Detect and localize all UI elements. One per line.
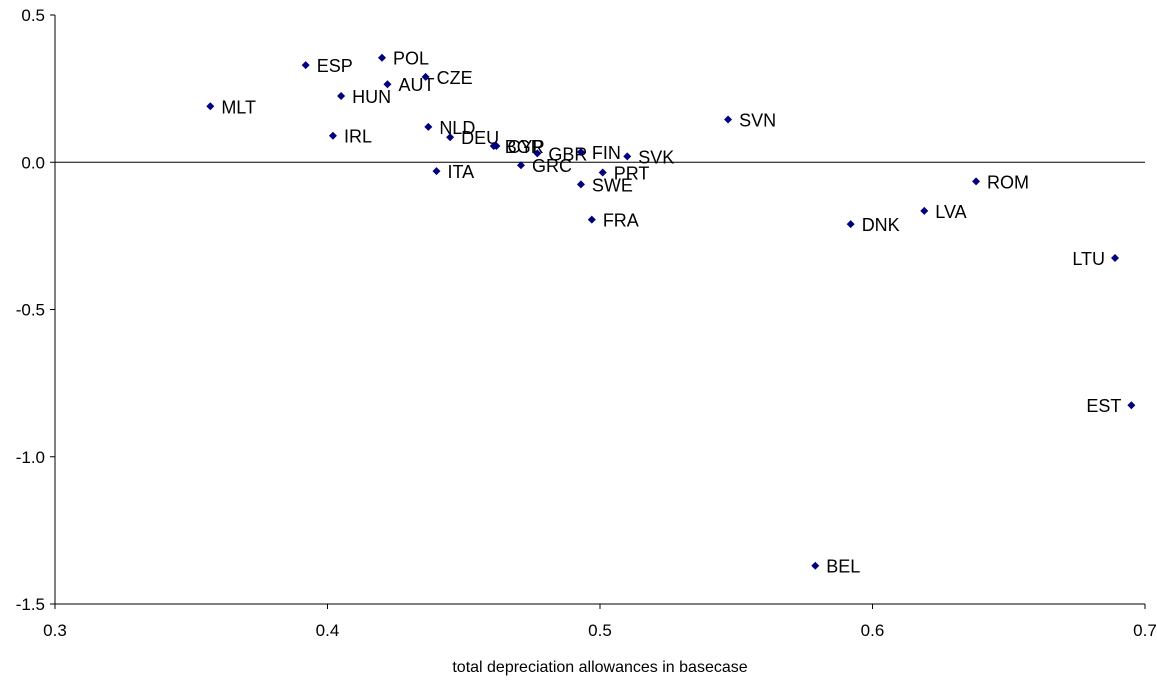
data-point-aut xyxy=(383,80,392,89)
point-label-esp: ESP xyxy=(317,56,353,76)
x-tick-label: 0.7 xyxy=(1133,621,1157,640)
point-label-bel: BEL xyxy=(826,557,860,577)
data-point-gbr xyxy=(533,149,542,158)
point-label-hun: HUN xyxy=(352,87,391,107)
data-point-mlt xyxy=(206,102,215,111)
point-label-gbr: GBR xyxy=(548,144,587,164)
point-label-bgr: BGR xyxy=(505,137,544,157)
point-label-rom: ROM xyxy=(987,172,1029,192)
y-tick-label: 0.5 xyxy=(21,6,45,25)
point-label-fin: FIN xyxy=(592,143,621,163)
point-label-swe: SWE xyxy=(592,175,633,195)
data-point-esp xyxy=(301,61,310,70)
plot-area xyxy=(54,15,1145,605)
data-point-dnk xyxy=(846,220,855,229)
data-point-pol xyxy=(378,53,386,62)
y-tick-label: 0.0 xyxy=(21,153,45,172)
point-label-lva: LVA xyxy=(935,202,966,222)
data-point-fin xyxy=(576,147,585,156)
data-point-hun xyxy=(337,91,346,100)
point-label-svk: SVK xyxy=(638,147,674,167)
point-label-nld: NLD xyxy=(439,118,475,138)
point-label-cze: CZE xyxy=(437,68,473,88)
x-tick-label: 0.5 xyxy=(588,621,612,640)
point-label-grc: GRC xyxy=(532,156,572,176)
data-point-irl xyxy=(328,131,337,140)
point-label-aut: AUT xyxy=(398,75,434,95)
data-point-cze xyxy=(421,72,430,81)
data-point-grc xyxy=(516,161,525,170)
point-label-mlt: MLT xyxy=(221,97,256,117)
y-tick-label: -1.0 xyxy=(16,448,45,467)
data-point-est xyxy=(1127,401,1136,410)
point-label-dnk: DNK xyxy=(862,215,900,235)
data-point-deu xyxy=(446,133,455,142)
data-point-nld xyxy=(424,122,433,131)
point-label-prt: PRT xyxy=(614,164,650,184)
data-point-bel xyxy=(811,561,820,570)
data-point-svk xyxy=(623,152,632,161)
y-tick-label: -0.5 xyxy=(16,301,45,320)
point-label-pol: POL xyxy=(393,49,429,69)
point-label-fra: FRA xyxy=(603,211,639,231)
data-point-fra xyxy=(587,215,596,224)
point-label-svn: SVN xyxy=(739,111,776,131)
point-label-deu: DEU xyxy=(461,128,499,148)
point-label-est: EST xyxy=(1086,396,1121,416)
data-point-ita xyxy=(432,167,441,176)
data-point-cyp xyxy=(492,142,501,151)
y-ticks: 0.5 0.0 -0.5 -1.0 -1.5 xyxy=(16,6,55,614)
point-label-ltu: LTU xyxy=(1072,249,1105,269)
data-point-swe xyxy=(576,180,585,189)
x-ticks: 0.3 0.4 0.5 0.6 0.7 xyxy=(43,604,1157,640)
x-axis-label: total depreciation allowances in basecas… xyxy=(452,659,747,676)
point-label-irl: IRL xyxy=(344,127,372,147)
data-point-prt xyxy=(598,168,607,177)
data-point-ltu xyxy=(1111,253,1120,262)
data-point-rom xyxy=(972,177,981,186)
point-label-ita: ITA xyxy=(448,162,475,182)
data-point-svn xyxy=(724,115,733,124)
x-tick-label: 0.4 xyxy=(316,621,340,640)
data-point-lva xyxy=(920,206,929,215)
x-tick-label: 0.3 xyxy=(43,621,67,640)
y-tick-label: -1.5 xyxy=(16,595,45,614)
x-tick-label: 0.6 xyxy=(861,621,885,640)
